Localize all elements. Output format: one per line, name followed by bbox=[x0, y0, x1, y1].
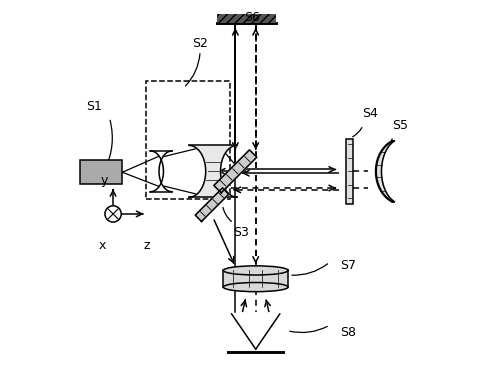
Text: S3: S3 bbox=[233, 226, 249, 239]
Bar bbox=[147, 80, 230, 199]
Text: S7: S7 bbox=[340, 259, 356, 272]
Text: S1: S1 bbox=[87, 100, 102, 113]
Text: S8: S8 bbox=[340, 326, 356, 339]
Bar bbox=[80, 160, 122, 184]
Circle shape bbox=[105, 206, 121, 222]
Polygon shape bbox=[195, 188, 229, 221]
Bar bbox=[217, 14, 276, 23]
Ellipse shape bbox=[223, 266, 288, 275]
Text: S4: S4 bbox=[362, 108, 379, 120]
Text: z: z bbox=[143, 239, 150, 252]
Polygon shape bbox=[376, 141, 394, 202]
Text: y: y bbox=[100, 174, 107, 187]
Text: S6: S6 bbox=[244, 11, 260, 24]
Ellipse shape bbox=[223, 282, 288, 292]
Text: x: x bbox=[98, 239, 106, 252]
Polygon shape bbox=[189, 146, 237, 197]
Bar bbox=[223, 270, 288, 287]
Bar bbox=[346, 139, 353, 204]
Text: S5: S5 bbox=[392, 118, 408, 132]
Text: S2: S2 bbox=[192, 37, 208, 50]
Polygon shape bbox=[214, 150, 257, 193]
